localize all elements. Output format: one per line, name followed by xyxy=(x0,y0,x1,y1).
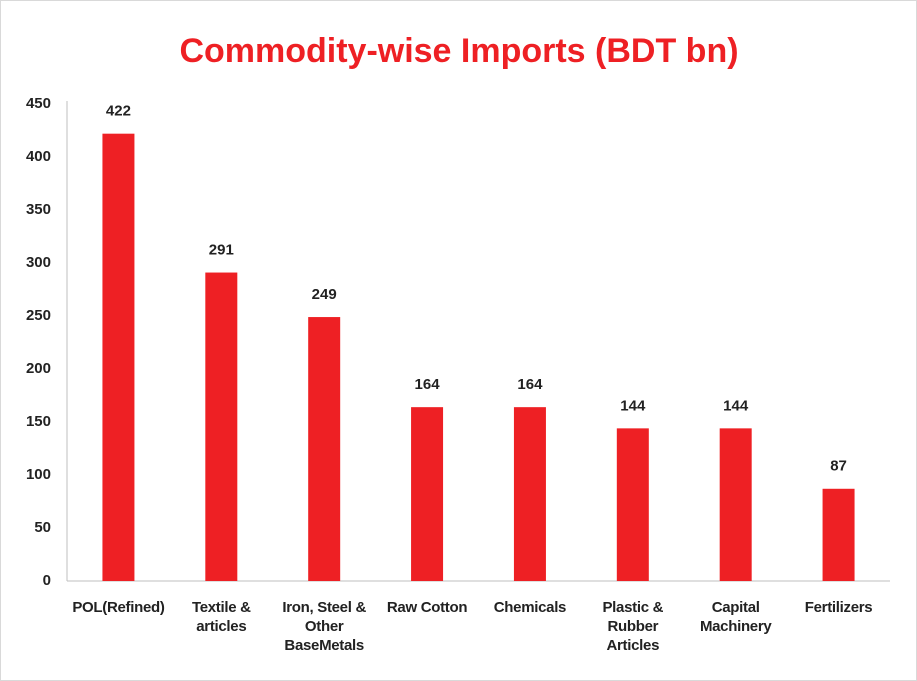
chart-title: Commodity-wise Imports (BDT bn) xyxy=(179,32,738,70)
y-tick-label: 300 xyxy=(26,254,51,271)
y-tick-label: 350 xyxy=(26,201,51,218)
y-tick-label: 400 xyxy=(26,148,51,165)
y-tick-label: 150 xyxy=(26,413,51,430)
y-tick-label: 200 xyxy=(26,360,51,377)
x-tick-label: Raw Cotton xyxy=(386,599,468,616)
y-tick-label: 0 xyxy=(43,572,51,589)
x-tick-label: Fertilizers xyxy=(804,599,873,616)
data-label: 144 xyxy=(723,397,749,414)
y-tick-label: 50 xyxy=(34,519,51,536)
bar xyxy=(411,407,444,581)
x-tick-label: Iron, Steel & Other BaseMetals xyxy=(282,599,366,654)
bar xyxy=(822,488,855,581)
x-tick-label: Plastic & Rubber Articles xyxy=(602,599,664,654)
x-tick-label: POL(Refined) xyxy=(72,599,165,616)
data-label: 144 xyxy=(620,397,646,414)
data-label: 291 xyxy=(209,242,234,259)
data-label: 87 xyxy=(830,458,847,475)
bar xyxy=(102,133,135,581)
y-tick-label: 450 xyxy=(26,95,51,112)
data-label: 164 xyxy=(517,376,543,393)
y-tick-label: 250 xyxy=(26,307,51,324)
x-tick-label: Capital Machinery xyxy=(699,599,772,635)
bar xyxy=(205,272,238,581)
data-label: 422 xyxy=(106,103,131,120)
x-tick-label: Textile & articles xyxy=(191,599,251,635)
data-label: 249 xyxy=(312,286,337,303)
y-tick-label: 100 xyxy=(26,466,51,483)
bar xyxy=(719,428,752,581)
data-label: 164 xyxy=(415,376,441,393)
bar xyxy=(513,407,546,581)
bar xyxy=(308,317,341,581)
x-tick-label: Chemicals xyxy=(493,599,567,616)
bar xyxy=(616,428,649,581)
